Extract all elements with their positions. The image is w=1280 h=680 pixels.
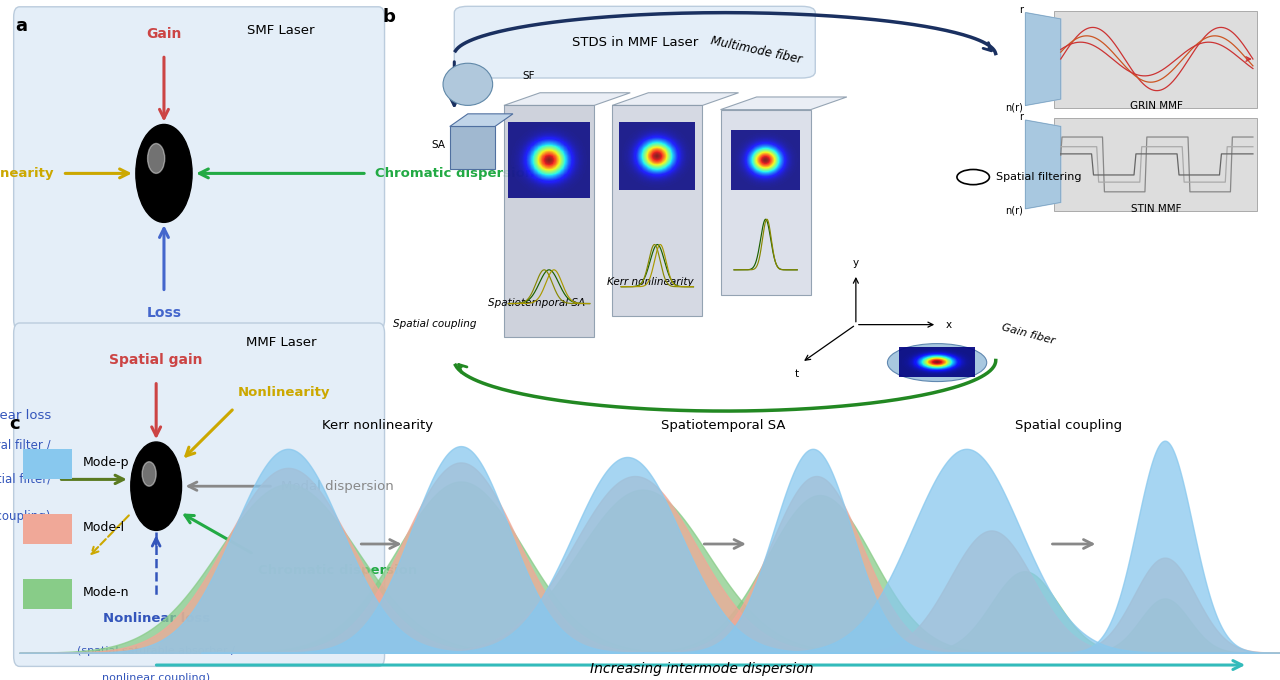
Polygon shape (612, 105, 703, 316)
Text: STDS in MMF Laser: STDS in MMF Laser (572, 35, 698, 49)
Ellipse shape (887, 343, 987, 381)
FancyBboxPatch shape (1055, 10, 1257, 107)
Text: t: t (795, 369, 799, 379)
Text: y: y (852, 258, 859, 268)
Text: SMF Laser: SMF Laser (247, 24, 315, 37)
Text: Nonlinear loss: Nonlinear loss (102, 612, 210, 625)
FancyBboxPatch shape (14, 323, 384, 666)
Bar (23, 514, 72, 544)
Polygon shape (449, 126, 495, 169)
Text: Spatial filtering: Spatial filtering (996, 172, 1082, 182)
Polygon shape (721, 97, 847, 109)
Text: Gain: Gain (146, 27, 182, 41)
Text: Spatial coupling: Spatial coupling (393, 319, 477, 329)
Text: Spatiotemporal SA: Spatiotemporal SA (660, 419, 786, 432)
Circle shape (142, 462, 156, 486)
Text: Spatial gain: Spatial gain (109, 353, 204, 367)
Text: x: x (946, 320, 952, 330)
Text: Gain fiber: Gain fiber (1000, 322, 1056, 345)
Circle shape (147, 143, 165, 173)
Text: nonlinear coupling): nonlinear coupling) (102, 673, 210, 680)
Ellipse shape (443, 63, 493, 105)
Text: Nonlinearity: Nonlinearity (0, 167, 55, 180)
Text: (spectral filter /: (spectral filter / (0, 439, 51, 452)
Text: spatial filter/: spatial filter/ (0, 473, 51, 486)
Polygon shape (504, 92, 630, 105)
Text: r: r (1019, 5, 1023, 15)
Polygon shape (1025, 13, 1061, 105)
Text: c: c (9, 415, 19, 432)
Text: SA: SA (431, 141, 445, 150)
Text: Kerr nonlinearity: Kerr nonlinearity (323, 419, 433, 432)
FancyBboxPatch shape (14, 7, 384, 330)
Text: n(r): n(r) (1005, 103, 1023, 112)
Text: Spatiotemporal SA: Spatiotemporal SA (488, 298, 585, 308)
Text: GRIN MMF: GRIN MMF (1130, 101, 1183, 111)
Circle shape (136, 124, 192, 222)
Text: n(r): n(r) (1005, 206, 1023, 216)
FancyBboxPatch shape (1055, 118, 1257, 211)
Circle shape (131, 442, 182, 530)
Text: MMF Laser: MMF Laser (246, 335, 316, 349)
Text: (spatial saturable absorber /: (spatial saturable absorber / (77, 646, 236, 656)
Bar (23, 449, 72, 479)
Text: Linear loss: Linear loss (0, 409, 51, 422)
Bar (23, 579, 72, 609)
Text: SF: SF (522, 71, 535, 81)
Text: Loss: Loss (146, 306, 182, 320)
Text: Kerr nonlinearity: Kerr nonlinearity (607, 277, 694, 287)
Text: linear coupling): linear coupling) (0, 510, 51, 523)
Polygon shape (449, 114, 513, 126)
Text: b: b (383, 8, 396, 27)
Text: r: r (1019, 112, 1023, 122)
Polygon shape (1025, 120, 1061, 209)
Text: Chromatic dispersion: Chromatic dispersion (257, 564, 417, 577)
Text: Increasing intermode dispersion: Increasing intermode dispersion (590, 662, 813, 676)
Text: Multimode fiber: Multimode fiber (710, 35, 804, 67)
Polygon shape (504, 105, 594, 337)
Text: Chromatic dispersion: Chromatic dispersion (375, 167, 534, 180)
Polygon shape (612, 92, 739, 105)
FancyBboxPatch shape (454, 6, 815, 78)
Text: Modal dispersion: Modal dispersion (282, 479, 394, 493)
Text: STIN MMF: STIN MMF (1132, 203, 1181, 214)
Text: Nonlinearity: Nonlinearity (238, 386, 330, 399)
Text: Mode-l: Mode-l (83, 521, 125, 534)
Text: a: a (15, 17, 28, 35)
Text: Mode-p: Mode-p (83, 456, 129, 469)
Text: Spatial coupling: Spatial coupling (1015, 419, 1123, 432)
Polygon shape (721, 109, 810, 295)
Text: Mode-n: Mode-n (83, 586, 129, 600)
